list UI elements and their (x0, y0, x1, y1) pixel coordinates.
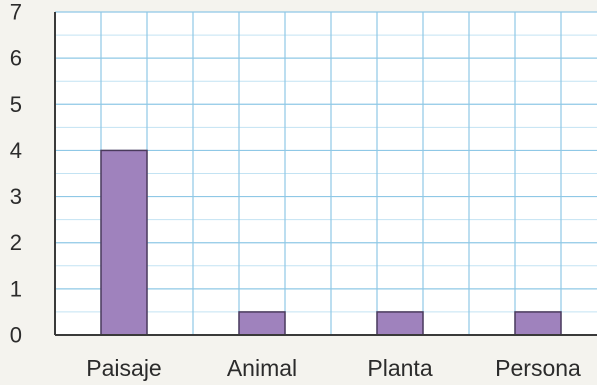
y-tick-label: 3 (10, 184, 22, 209)
bar-animal (238, 311, 286, 336)
x-tick-label: Persona (495, 355, 581, 381)
x-axis-labels: Paisaje Animal Planta Persona (86, 355, 581, 381)
bar-planta (376, 311, 424, 336)
bar-paisaje (100, 149, 148, 336)
x-tick-label: Planta (367, 355, 432, 381)
bar-persona (514, 311, 562, 336)
y-tick-label: 1 (10, 276, 22, 301)
x-tick-label: Paisaje (86, 355, 161, 381)
x-tick-label: Animal (227, 355, 297, 381)
y-tick-label: 0 (10, 323, 22, 348)
y-axis-ticks: 0 1 2 3 4 5 6 7 (10, 0, 22, 348)
y-tick-label: 6 (10, 46, 22, 71)
y-tick-label: 5 (10, 92, 22, 117)
y-tick-label: 7 (10, 0, 22, 25)
y-tick-label: 2 (10, 230, 22, 255)
bars (100, 149, 562, 336)
y-tick-label: 4 (10, 138, 22, 163)
